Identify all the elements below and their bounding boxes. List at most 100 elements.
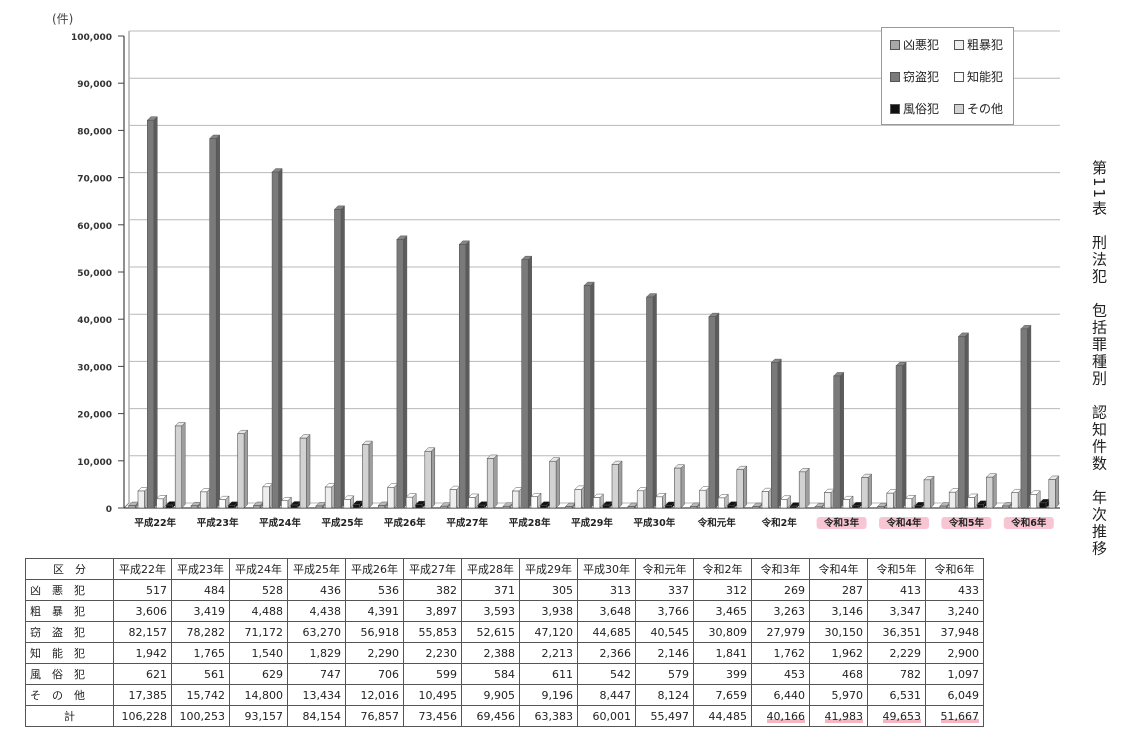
legend-label: 凶悪犯 bbox=[903, 38, 940, 52]
table-cell: 3,465 bbox=[693, 600, 752, 622]
y-tick-label: 40,000 bbox=[77, 316, 112, 326]
table-cell: 382 bbox=[403, 579, 462, 601]
table-cell: 584 bbox=[461, 663, 520, 685]
bar-窃盗犯-平成28年 bbox=[521, 259, 529, 509]
total-cell: 51,667 bbox=[925, 705, 984, 727]
table-cell: 313 bbox=[577, 579, 636, 601]
bar-side bbox=[964, 332, 969, 509]
axis-back bbox=[123, 31, 130, 509]
bar-風俗犯-平成28年 bbox=[539, 504, 548, 509]
bar-その他-令和4年 bbox=[923, 479, 931, 509]
data-table: 区 分平成22年 平成23年 平成24年 平成25年 平成26年 平成27年 平成28年 平成… bbox=[25, 558, 984, 727]
bar-side bbox=[493, 454, 498, 509]
table-cell: 579 bbox=[635, 663, 694, 685]
bar-窃盗犯-令和3年 bbox=[833, 375, 841, 509]
table-column-header: 平成28年 bbox=[461, 558, 520, 580]
legend-label: 風俗犯 bbox=[903, 102, 940, 116]
x-tick-label: 令和2年 bbox=[761, 517, 798, 529]
total-cell: 63,383 bbox=[519, 705, 578, 727]
legend-item: その他 bbox=[954, 100, 1003, 117]
bar-粗暴犯-令和6年 bbox=[1011, 492, 1019, 509]
table-cell: 10,495 bbox=[403, 684, 462, 706]
table-cell: 3,419 bbox=[171, 600, 230, 622]
legend-label: 粗暴犯 bbox=[967, 38, 1004, 52]
table-cell: 27,979 bbox=[751, 621, 810, 643]
bar-窃盗犯-平成30年 bbox=[646, 296, 654, 509]
table-cell: 706 bbox=[345, 663, 404, 685]
y-tick-label: 30,000 bbox=[77, 363, 112, 373]
table-cell: 17,385 bbox=[113, 684, 172, 706]
bar-粗暴犯-平成30年 bbox=[636, 490, 645, 509]
table-cell: 3,938 bbox=[519, 600, 578, 622]
x-tick-label: 平成23年 bbox=[197, 517, 239, 529]
bar-粗暴犯-令和元年 bbox=[699, 489, 707, 509]
table-column-header: 平成25年 bbox=[287, 558, 346, 580]
bar-side bbox=[1055, 475, 1060, 509]
bar-窃盗犯-平成27年 bbox=[458, 244, 467, 509]
table-cell: 56,918 bbox=[345, 621, 404, 643]
table-cell: 1,962 bbox=[809, 642, 868, 664]
legend-swatch bbox=[954, 103, 964, 114]
x-tick-label: 平成24年 bbox=[259, 517, 301, 529]
table-cell: 599 bbox=[403, 663, 462, 685]
x-tick-label: 令和3年 bbox=[823, 517, 860, 529]
table-cell: 30,150 bbox=[809, 621, 868, 643]
bar-知能犯-平成28年 bbox=[530, 496, 538, 509]
x-tick-label: 令和5年 bbox=[948, 517, 985, 529]
legend-item: 知能犯 bbox=[954, 68, 1003, 85]
table-column-header: 令和5年 bbox=[867, 558, 926, 580]
bar-side bbox=[403, 235, 408, 509]
bar-その他-平成25年 bbox=[362, 444, 370, 509]
table-cell: 9,905 bbox=[461, 684, 520, 706]
table-cell: 4,438 bbox=[287, 600, 346, 622]
table-cell: 8,124 bbox=[635, 684, 694, 706]
row-label: 風 俗 犯 bbox=[25, 663, 114, 685]
table-cell: 6,531 bbox=[867, 684, 926, 706]
bar-凶悪犯-平成29年 bbox=[565, 506, 573, 509]
bar-その他-平成28年 bbox=[549, 460, 557, 509]
table-cell: 305 bbox=[519, 579, 578, 601]
bar-知能犯-令和6年 bbox=[1029, 494, 1037, 509]
legend-swatch bbox=[890, 71, 900, 82]
table-cell: 78,282 bbox=[171, 621, 230, 643]
bar-窃盗犯-令和元年 bbox=[708, 316, 716, 509]
table-cell: 1,829 bbox=[287, 642, 346, 664]
table-cell: 1,765 bbox=[171, 642, 230, 664]
bar-風俗犯-平成25年 bbox=[352, 504, 360, 509]
table-cell: 47,120 bbox=[519, 621, 578, 643]
bar-その他-令和5年 bbox=[986, 476, 994, 509]
legend-swatch bbox=[890, 39, 900, 50]
bar-知能犯-令和4年 bbox=[905, 498, 913, 509]
bar-その他-令和3年 bbox=[861, 477, 869, 509]
y-tick-label: 60,000 bbox=[77, 222, 112, 232]
table-column-header: 令和元年 bbox=[635, 558, 694, 580]
total-cell: 69,456 bbox=[461, 705, 520, 727]
table-cell: 2,146 bbox=[635, 642, 694, 664]
table-cell: 611 bbox=[519, 663, 578, 685]
bar-粗暴犯-平成25年 bbox=[324, 486, 333, 509]
table-total-row: 計 106,228 100,253 93,157 84,154 76,857 73,456 6… bbox=[25, 705, 984, 727]
table-cell: 14,800 bbox=[229, 684, 288, 706]
bar-凶悪犯-平成24年 bbox=[253, 505, 261, 509]
bar-side bbox=[590, 281, 595, 509]
table-cell: 484 bbox=[171, 579, 230, 601]
bar-窃盗犯-平成22年 bbox=[147, 119, 155, 509]
table-cell: 40,545 bbox=[635, 621, 694, 643]
x-label-highlight bbox=[1003, 517, 1054, 529]
total-cell: 40,166 bbox=[751, 705, 810, 727]
table-cell: 782 bbox=[867, 663, 926, 685]
table-cell: 468 bbox=[809, 663, 868, 685]
bar-窃盗犯-平成29年 bbox=[583, 285, 591, 509]
table-cell: 3,766 bbox=[635, 600, 694, 622]
table-cell: 287 bbox=[809, 579, 868, 601]
table-row: 窃 盗 犯 82,157 78,282 71,172 63,270 56,918 55,85… bbox=[25, 621, 984, 643]
bar-知能犯-平成26年 bbox=[405, 496, 414, 509]
legend-swatch bbox=[890, 103, 900, 114]
bar-凶悪犯-令和5年 bbox=[939, 505, 947, 509]
y-tick-label: 20,000 bbox=[77, 411, 112, 421]
bar-粗暴犯-平成28年 bbox=[512, 490, 520, 509]
table-row: 凶 悪 犯 517 484 528 436 536 382 371 305 313 337 312 26… bbox=[25, 579, 984, 601]
legend-label: 知能犯 bbox=[967, 70, 1004, 84]
bar-知能犯-平成22年 bbox=[156, 498, 164, 509]
bar-side bbox=[618, 460, 623, 509]
